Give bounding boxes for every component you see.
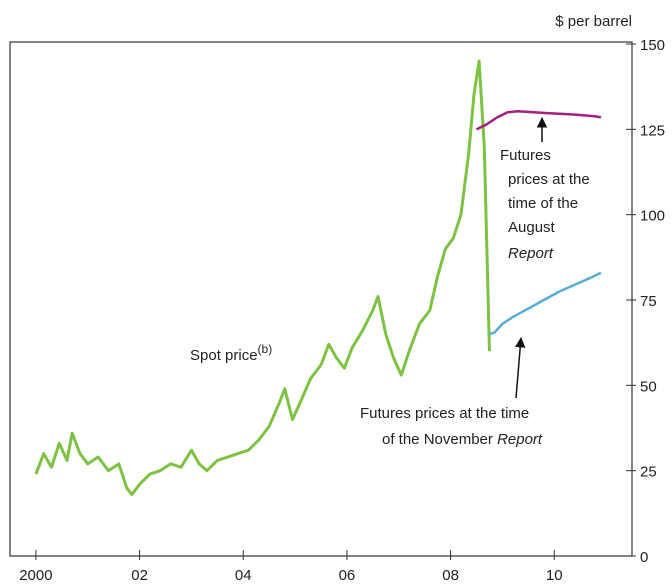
- annotation-line: Futures prices at the time: [360, 405, 529, 422]
- annotation-arrow: [514, 336, 526, 399]
- spot-label-sup: (b): [258, 342, 273, 356]
- annotation-text: Report: [497, 431, 543, 448]
- y-tick-label: 75: [640, 293, 657, 310]
- annotation-line: Futures: [500, 147, 551, 164]
- annotation-text: of the November: [382, 431, 497, 448]
- august-annotation: Futures prices at the time of the August…: [500, 147, 590, 262]
- annotation-line: time of the: [508, 195, 578, 212]
- x-tick-label: 10: [546, 567, 563, 584]
- y-axis-label: $ per barrel: [555, 13, 632, 30]
- y-tick-label: 125: [640, 122, 665, 139]
- spot-label-text: Spot price: [190, 347, 258, 364]
- series-line: [475, 109, 602, 131]
- x-tick-label: 08: [442, 567, 459, 584]
- y-tick-label: 150: [640, 37, 665, 54]
- series-line: [489, 271, 602, 336]
- spot-label: Spot price(b): [190, 342, 272, 364]
- annotation-line: August: [508, 219, 556, 236]
- november-annotation: Futures prices at the time of the Novemb…: [360, 405, 543, 448]
- y-tick-label: 100: [640, 208, 665, 225]
- y-tick-label: 0: [640, 549, 648, 566]
- annotation-line: prices at the: [508, 171, 590, 188]
- series-line: [34, 59, 491, 497]
- x-tick-label: 04: [235, 567, 252, 584]
- annotation-line: of the November Report: [382, 431, 543, 448]
- x-tick-label: 2000: [19, 567, 52, 584]
- x-tick-label: 02: [131, 567, 148, 584]
- plot-frame: [9, 41, 633, 557]
- x-tick-label: 06: [339, 567, 356, 584]
- annotation-line: Report: [508, 245, 554, 262]
- y-tick-label: 50: [640, 378, 657, 395]
- y-tick-label: 25: [640, 464, 657, 481]
